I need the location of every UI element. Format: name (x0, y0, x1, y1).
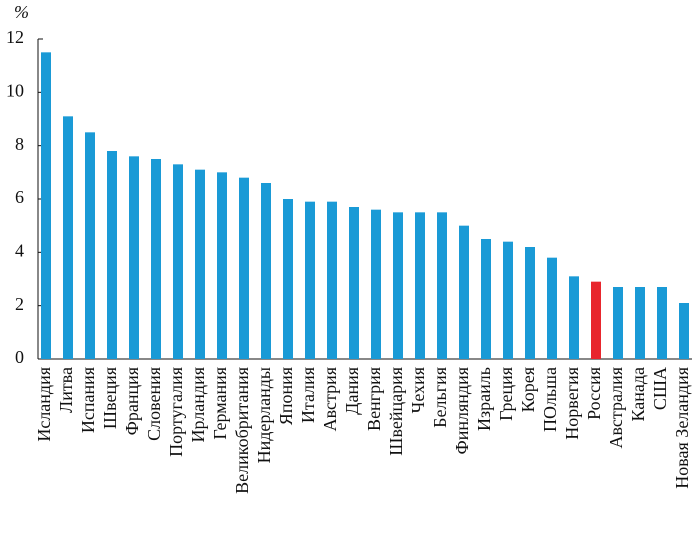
bar (217, 172, 227, 359)
bar (107, 151, 117, 359)
x-tick-label: Корея (518, 367, 538, 412)
x-tick-label: Литва (56, 367, 76, 413)
bar (305, 201, 315, 359)
bar (261, 183, 271, 359)
x-tick-label: Израиль (474, 367, 494, 431)
x-tick-label: Германия (210, 367, 230, 440)
y-tick-label: 4 (15, 240, 24, 260)
x-tick-label: ПОльша (540, 367, 560, 432)
bar (393, 212, 403, 359)
x-tick-label: Венгрия (364, 367, 384, 431)
bar (459, 225, 469, 359)
y-tick-label: 10 (6, 80, 24, 100)
bar (437, 212, 447, 359)
x-tick-label: Новая Зеландия (672, 367, 692, 489)
y-tick-label: 0 (15, 347, 24, 367)
bar (239, 177, 249, 359)
bar (635, 287, 645, 359)
x-tick-label: Финляндия (452, 367, 472, 454)
x-tick-label: Словения (144, 367, 164, 441)
bar (569, 276, 579, 359)
bar (63, 116, 73, 359)
bar (525, 247, 535, 359)
x-tick-label: Исландия (34, 367, 54, 442)
bar (503, 241, 513, 359)
bar (547, 257, 557, 359)
x-tick-label: Италия (298, 367, 318, 423)
x-tick-label: Норвегия (562, 367, 582, 440)
x-tick-label: Португалия (166, 367, 186, 457)
y-tick-label: 2 (15, 294, 24, 314)
bar (415, 212, 425, 359)
y-tick-label: 6 (15, 187, 24, 207)
x-tick-label: Испания (78, 367, 98, 433)
bar (283, 199, 293, 359)
x-tick-label: Дания (342, 367, 362, 415)
y-tick-label: 8 (15, 134, 24, 154)
bar (151, 159, 161, 359)
bar (657, 287, 667, 359)
bar (591, 281, 601, 359)
bar (613, 287, 623, 359)
x-tick-label: Швейцария (386, 367, 406, 456)
y-axis-label: % (14, 2, 29, 22)
x-tick-label: Австрия (320, 367, 340, 431)
x-tick-label: Франция (122, 367, 142, 435)
x-tick-label: Чехия (408, 367, 428, 413)
bar (481, 239, 491, 359)
bar (129, 156, 139, 359)
bar (679, 303, 689, 359)
bar (195, 169, 205, 359)
bar (173, 164, 183, 359)
x-tick-label: США (650, 367, 670, 410)
x-tick-label: Нидерланды (254, 367, 274, 463)
x-tick-label: Австралия (606, 367, 626, 449)
bar (349, 207, 359, 359)
y-tick-label: 12 (6, 27, 24, 47)
bar (41, 52, 51, 359)
x-tick-label: Россия (584, 367, 604, 420)
x-tick-label: Греция (496, 367, 516, 421)
x-tick-label: Япония (276, 367, 296, 425)
x-tick-label: Швеция (100, 367, 120, 429)
bar (371, 209, 381, 359)
x-tick-label: Канада (628, 367, 648, 422)
bar (85, 132, 95, 359)
x-tick-label: Бельгия (430, 367, 450, 428)
x-tick-label: Ирландия (188, 367, 208, 442)
bar (327, 201, 337, 359)
x-tick-label: Великобритания (232, 367, 252, 494)
